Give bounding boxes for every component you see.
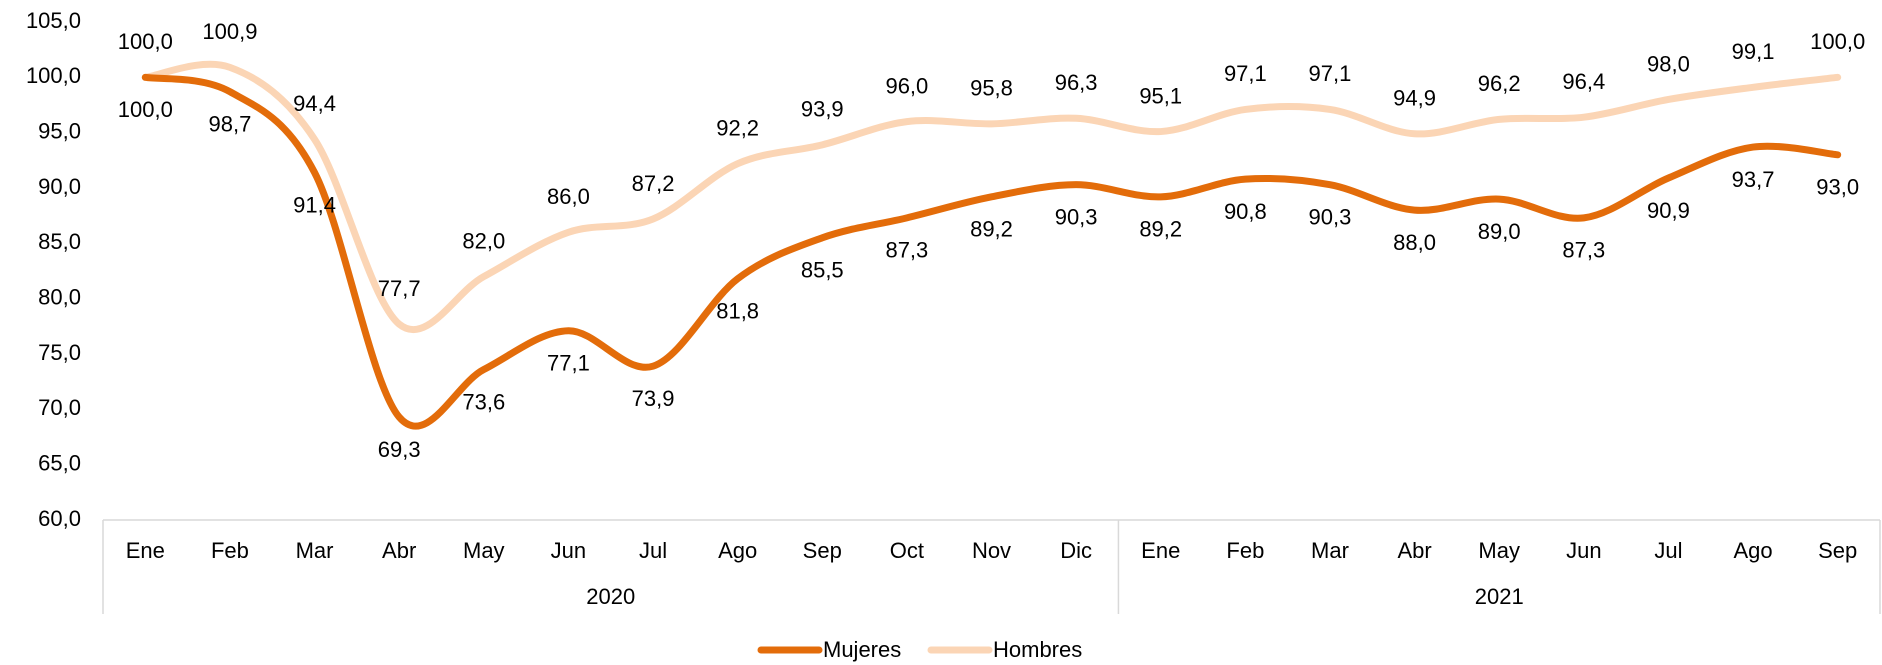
- y-tick-label: 75,0: [38, 340, 81, 365]
- x-tick-label: Nov: [972, 538, 1011, 563]
- data-label: 87,2: [632, 171, 675, 196]
- data-label: 90,9: [1647, 198, 1690, 223]
- group-label: 2020: [586, 584, 635, 609]
- x-tick-label: Ene: [126, 538, 165, 563]
- data-label: 95,8: [970, 76, 1013, 101]
- x-tick-label: Abr: [382, 538, 416, 563]
- y-tick-label: 95,0: [38, 118, 81, 143]
- data-label: 93,0: [1816, 175, 1859, 200]
- data-label: 82,0: [462, 228, 505, 253]
- x-tick-label: Dic: [1060, 538, 1092, 563]
- data-label: 98,0: [1647, 51, 1690, 76]
- data-label: 87,3: [885, 238, 928, 263]
- data-label: 99,1: [1732, 39, 1775, 64]
- data-label: 100,9: [202, 19, 257, 44]
- data-label: 96,4: [1562, 69, 1605, 94]
- x-tick-label: Feb: [211, 538, 249, 563]
- x-tick-label: May: [463, 538, 505, 563]
- x-tick-label: Sep: [1818, 538, 1857, 563]
- data-label: 90,8: [1224, 199, 1267, 224]
- data-label: 93,7: [1732, 167, 1775, 192]
- data-label: 100,0: [1810, 29, 1865, 54]
- series-line: [141, 60, 1842, 334]
- data-label: 94,4: [293, 91, 336, 116]
- data-label: 97,1: [1224, 61, 1267, 86]
- x-tick-label: Ago: [718, 538, 757, 563]
- x-tick-label: Mar: [1311, 538, 1349, 563]
- x-tick-label: Oct: [890, 538, 924, 563]
- y-tick-label: 100,0: [26, 63, 81, 88]
- data-label: 95,1: [1139, 83, 1182, 108]
- x-tick-label: Mar: [296, 538, 334, 563]
- y-tick-label: 70,0: [38, 395, 81, 420]
- x-tick-label: Feb: [1226, 538, 1264, 563]
- data-label: 87,3: [1562, 238, 1605, 263]
- data-label: 89,2: [970, 217, 1013, 242]
- data-label: 90,3: [1055, 204, 1098, 229]
- data-label: 73,9: [632, 386, 675, 411]
- x-tick-label: Abr: [1397, 538, 1431, 563]
- x-tick-label: Jul: [639, 538, 667, 563]
- x-tick-label: Ene: [1141, 538, 1180, 563]
- data-label: 97,1: [1309, 61, 1352, 86]
- legend-label: Mujeres: [823, 637, 901, 662]
- data-label: 81,8: [716, 299, 759, 324]
- data-label: 90,3: [1309, 204, 1352, 229]
- x-tick-label: Jun: [551, 538, 586, 563]
- y-tick-label: 90,0: [38, 174, 81, 199]
- data-label: 98,7: [209, 112, 252, 137]
- y-tick-label: 65,0: [38, 450, 81, 475]
- data-label: 100,0: [118, 29, 173, 54]
- data-label: 89,2: [1139, 217, 1182, 242]
- x-tick-label: Jun: [1566, 538, 1601, 563]
- data-label: 88,0: [1393, 230, 1436, 255]
- y-tick-label: 80,0: [38, 284, 81, 309]
- group-label: 2021: [1475, 584, 1524, 609]
- data-label: 92,2: [716, 115, 759, 140]
- y-tick-label: 105,0: [26, 8, 81, 33]
- x-tick-label: May: [1478, 538, 1520, 563]
- data-label: 77,1: [547, 351, 590, 376]
- series-line: [141, 73, 1842, 430]
- data-label: 96,3: [1055, 70, 1098, 95]
- data-label: 77,7: [378, 276, 421, 301]
- data-label: 96,2: [1478, 71, 1521, 96]
- data-label: 69,3: [378, 437, 421, 462]
- x-tick-label: Sep: [803, 538, 842, 563]
- y-tick-label: 60,0: [38, 506, 81, 531]
- data-label: 93,9: [801, 97, 844, 122]
- data-label: 73,6: [462, 389, 505, 414]
- data-label: 86,0: [547, 184, 590, 209]
- data-label: 96,0: [885, 73, 928, 98]
- y-tick-label: 85,0: [38, 229, 81, 254]
- data-label: 85,5: [801, 258, 844, 283]
- legend-label: Hombres: [993, 637, 1082, 662]
- data-label: 91,4: [293, 192, 336, 217]
- x-tick-label: Jul: [1654, 538, 1682, 563]
- data-label: 89,0: [1478, 219, 1521, 244]
- x-tick-label: Ago: [1733, 538, 1772, 563]
- data-label: 94,9: [1393, 86, 1436, 111]
- data-label: 100,0: [118, 97, 173, 122]
